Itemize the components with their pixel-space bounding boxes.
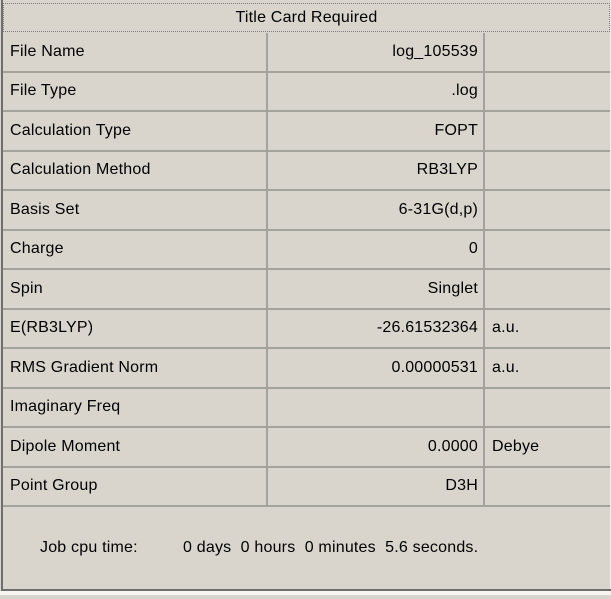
- row-value: -26.61532364: [268, 309, 485, 349]
- row-label: Calculation Type: [3, 112, 268, 152]
- row-value: Singlet: [268, 270, 485, 310]
- row-value: log_105539: [268, 33, 485, 73]
- row-unit: a.u.: [485, 310, 610, 349]
- row-value: 6-31G(d,p): [268, 191, 485, 231]
- row-value: D3H: [268, 467, 485, 507]
- row-unit: [485, 468, 610, 507]
- row-value: 0.00000531: [268, 349, 485, 389]
- row-label: Spin: [3, 270, 268, 310]
- row-value: .log: [268, 72, 485, 112]
- job-cpu-time-panel: Job cpu time: 0 days 0 hours 0 minutes 5…: [3, 508, 610, 589]
- row-unit: [485, 152, 610, 191]
- job-cpu-time-label: Job cpu time:: [40, 539, 138, 556]
- job-cpu-time-value: 0 days 0 hours 0 minutes 5.6 seconds.: [183, 539, 479, 556]
- row-unit: [485, 112, 610, 152]
- row-value: 0: [268, 230, 485, 270]
- window-bottom-border: [1, 589, 611, 591]
- row-unit: [485, 73, 610, 112]
- title-card-text: Title Card Required: [235, 8, 378, 26]
- row-label: Calculation Method: [3, 151, 268, 191]
- title-card-header: Title Card Required: [3, 3, 610, 32]
- row-unit: a.u.: [485, 349, 610, 389]
- summary-table: File Name log_105539 File Type .log Calc…: [3, 33, 610, 507]
- row-label: Basis Set: [3, 191, 268, 231]
- window-left-border: [1, 0, 3, 591]
- row-unit: [485, 270, 610, 310]
- row-unit: Debye: [485, 428, 610, 468]
- row-label: Imaginary Freq: [3, 388, 268, 428]
- row-label: Charge: [3, 230, 268, 270]
- row-label: Point Group: [3, 467, 268, 507]
- row-unit: [485, 191, 610, 231]
- row-value: RB3LYP: [268, 151, 485, 191]
- row-label: File Name: [3, 33, 268, 73]
- row-value: 0.0000: [268, 428, 485, 468]
- row-label: Dipole Moment: [3, 428, 268, 468]
- row-value: [268, 388, 485, 428]
- row-unit: [485, 389, 610, 428]
- row-unit: [485, 231, 610, 270]
- row-unit: [485, 33, 610, 73]
- row-label: RMS Gradient Norm: [3, 349, 268, 389]
- row-value: FOPT: [268, 112, 485, 152]
- window-bottom-highlight: [0, 591, 611, 595]
- row-label: File Type: [3, 72, 268, 112]
- row-label: E(RB3LYP): [3, 309, 268, 349]
